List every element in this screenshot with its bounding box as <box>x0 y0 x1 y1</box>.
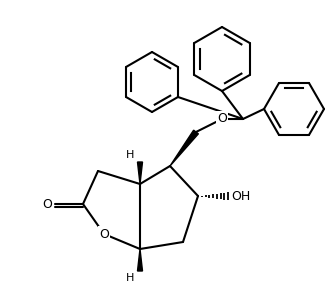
Text: H: H <box>126 150 134 160</box>
Text: O: O <box>42 198 52 210</box>
Text: O: O <box>99 227 109 240</box>
Polygon shape <box>170 130 198 166</box>
Polygon shape <box>138 249 143 271</box>
Polygon shape <box>138 162 143 184</box>
Text: OH: OH <box>231 189 250 202</box>
Text: H: H <box>126 273 134 283</box>
Text: O: O <box>217 112 227 126</box>
